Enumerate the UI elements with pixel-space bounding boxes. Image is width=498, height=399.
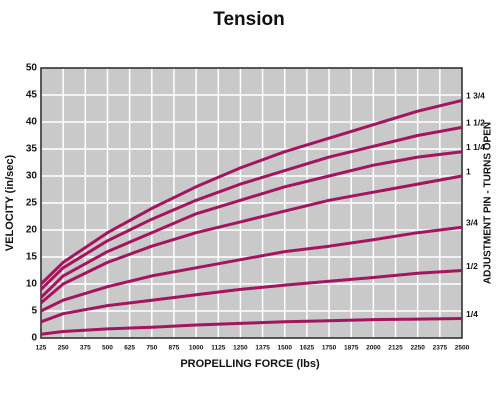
x-tick-label: 375 <box>80 345 91 352</box>
series-label: 3/4 <box>466 218 478 228</box>
series-line <box>40 174 463 305</box>
series-label: 1/2 <box>466 261 478 271</box>
series-line <box>40 317 463 336</box>
series-line <box>39 150 463 299</box>
x-tick-label: 500 <box>102 345 113 352</box>
y-tick-label: 30 <box>26 171 38 182</box>
series-label: 1 3/4 <box>466 91 485 101</box>
series-line <box>40 225 463 313</box>
x-tick-label: 1500 <box>278 345 293 352</box>
y2-axis-label: ADJUSTMENT PIN - TURNS OPEN <box>483 122 494 284</box>
y-tick-label: 15 <box>26 252 38 263</box>
y-tick-label: 0 <box>31 333 37 344</box>
y-tick-label: 50 <box>26 63 38 74</box>
y-tick-label: 45 <box>26 90 38 101</box>
x-tick-label: 1375 <box>255 345 270 352</box>
series-label: 1 1/2 <box>466 118 485 128</box>
x-tick-label: 750 <box>146 345 157 352</box>
y-tick-label: 25 <box>26 198 38 209</box>
x-tick-label: 2500 <box>455 345 470 352</box>
series-label: 1 1/4 <box>466 142 485 152</box>
y-axis-label: VELOCITY (in/sec) <box>4 154 16 251</box>
x-tick-label: 2250 <box>410 345 425 352</box>
plot-frame <box>40 67 463 339</box>
y-tick-label: 20 <box>26 225 38 236</box>
x-tick-label: 2375 <box>433 345 448 352</box>
x-tick-label: 250 <box>58 345 69 352</box>
series-line <box>40 269 463 324</box>
y-tick-label: 10 <box>26 279 38 290</box>
x-tick-label: 1625 <box>300 345 315 352</box>
series-line <box>39 125 463 291</box>
y-tick-label: 5 <box>31 306 37 317</box>
x-tick-label: 1250 <box>233 345 248 352</box>
y-tick-label: 40 <box>26 117 38 128</box>
x-tick-label: 1125 <box>211 345 225 352</box>
series-line <box>39 98 463 286</box>
x-tick-label: 875 <box>169 345 180 352</box>
series-label: 1/4 <box>466 309 478 319</box>
x-tick-label: 625 <box>124 345 135 352</box>
x-tick-label: 1750 <box>322 345 337 352</box>
x-tick-label: 2000 <box>366 345 381 352</box>
x-tick-label: 125 <box>36 345 47 352</box>
series-label: 1 <box>466 166 471 176</box>
x-tick-label: 1875 <box>344 345 359 352</box>
y-tick-label: 35 <box>26 144 38 155</box>
chart-title: Tension <box>213 9 284 30</box>
x-tick-label: 2125 <box>388 345 403 352</box>
x-tick-label: 1000 <box>189 345 204 352</box>
x-axis-label: PROPELLING FORCE (lbs) <box>180 358 320 370</box>
